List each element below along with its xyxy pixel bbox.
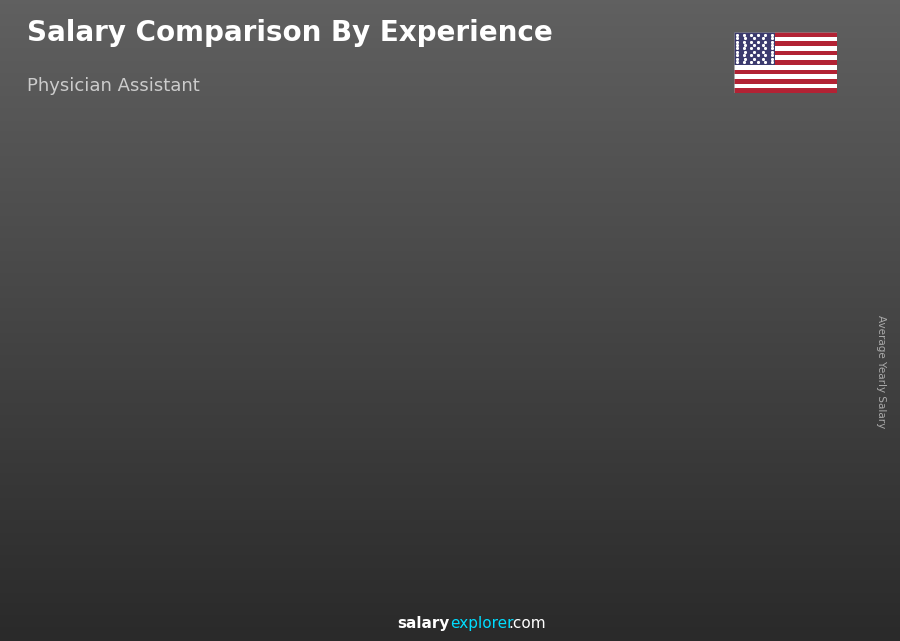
Bar <box>734 88 837 93</box>
Polygon shape <box>47 462 126 564</box>
Polygon shape <box>456 340 551 348</box>
Text: Average Yearly Salary: Average Yearly Salary <box>877 315 886 428</box>
Text: 188,000 USD: 188,000 USD <box>462 363 539 376</box>
Bar <box>734 46 837 51</box>
Text: .com: .com <box>508 617 546 631</box>
Bar <box>734 60 837 65</box>
Bar <box>734 37 837 42</box>
Text: 216,000 USD: 216,000 USD <box>735 331 812 344</box>
Text: 15 to 20: 15 to 20 <box>597 587 668 602</box>
Polygon shape <box>320 386 399 564</box>
Text: explorer: explorer <box>450 617 514 631</box>
Text: Salary Comparison By Experience: Salary Comparison By Experience <box>27 19 553 47</box>
Text: salary: salary <box>398 617 450 631</box>
Bar <box>734 83 837 88</box>
Text: 155,000 USD: 155,000 USD <box>326 401 402 415</box>
Text: +30%: +30% <box>269 319 327 337</box>
Bar <box>734 56 837 60</box>
Bar <box>734 42 837 46</box>
Polygon shape <box>184 426 262 564</box>
Text: +21%: +21% <box>405 281 464 299</box>
Polygon shape <box>184 418 278 426</box>
Bar <box>734 32 775 65</box>
Bar <box>734 32 837 37</box>
Polygon shape <box>456 348 536 564</box>
Text: 20+ Years: 20+ Years <box>725 587 812 602</box>
Polygon shape <box>536 340 551 564</box>
Text: +34%: +34% <box>132 359 191 377</box>
Polygon shape <box>399 378 415 564</box>
Text: 2 to 5: 2 to 5 <box>198 587 248 602</box>
Bar <box>734 69 837 74</box>
Polygon shape <box>47 453 141 462</box>
Text: +9%: +9% <box>548 260 594 278</box>
Polygon shape <box>729 316 808 564</box>
Polygon shape <box>729 308 824 316</box>
Bar <box>734 51 837 56</box>
Polygon shape <box>126 453 141 564</box>
Text: 5 to 10: 5 to 10 <box>329 587 389 602</box>
Polygon shape <box>262 418 278 564</box>
Text: < 2 Years: < 2 Years <box>46 587 127 602</box>
Text: 10 to 15: 10 to 15 <box>461 587 531 602</box>
Bar <box>734 79 837 83</box>
Text: 89,100 USD: 89,100 USD <box>56 477 126 490</box>
Polygon shape <box>593 319 688 328</box>
Polygon shape <box>808 308 824 564</box>
Polygon shape <box>320 378 415 386</box>
Bar <box>734 65 837 69</box>
Text: +5%: +5% <box>685 249 730 267</box>
Bar <box>734 74 837 79</box>
Polygon shape <box>593 328 671 564</box>
Text: 120,000 USD: 120,000 USD <box>189 442 266 454</box>
Text: 206,000 USD: 206,000 USD <box>598 343 676 356</box>
Text: Physician Assistant: Physician Assistant <box>27 77 200 95</box>
Polygon shape <box>671 319 688 564</box>
